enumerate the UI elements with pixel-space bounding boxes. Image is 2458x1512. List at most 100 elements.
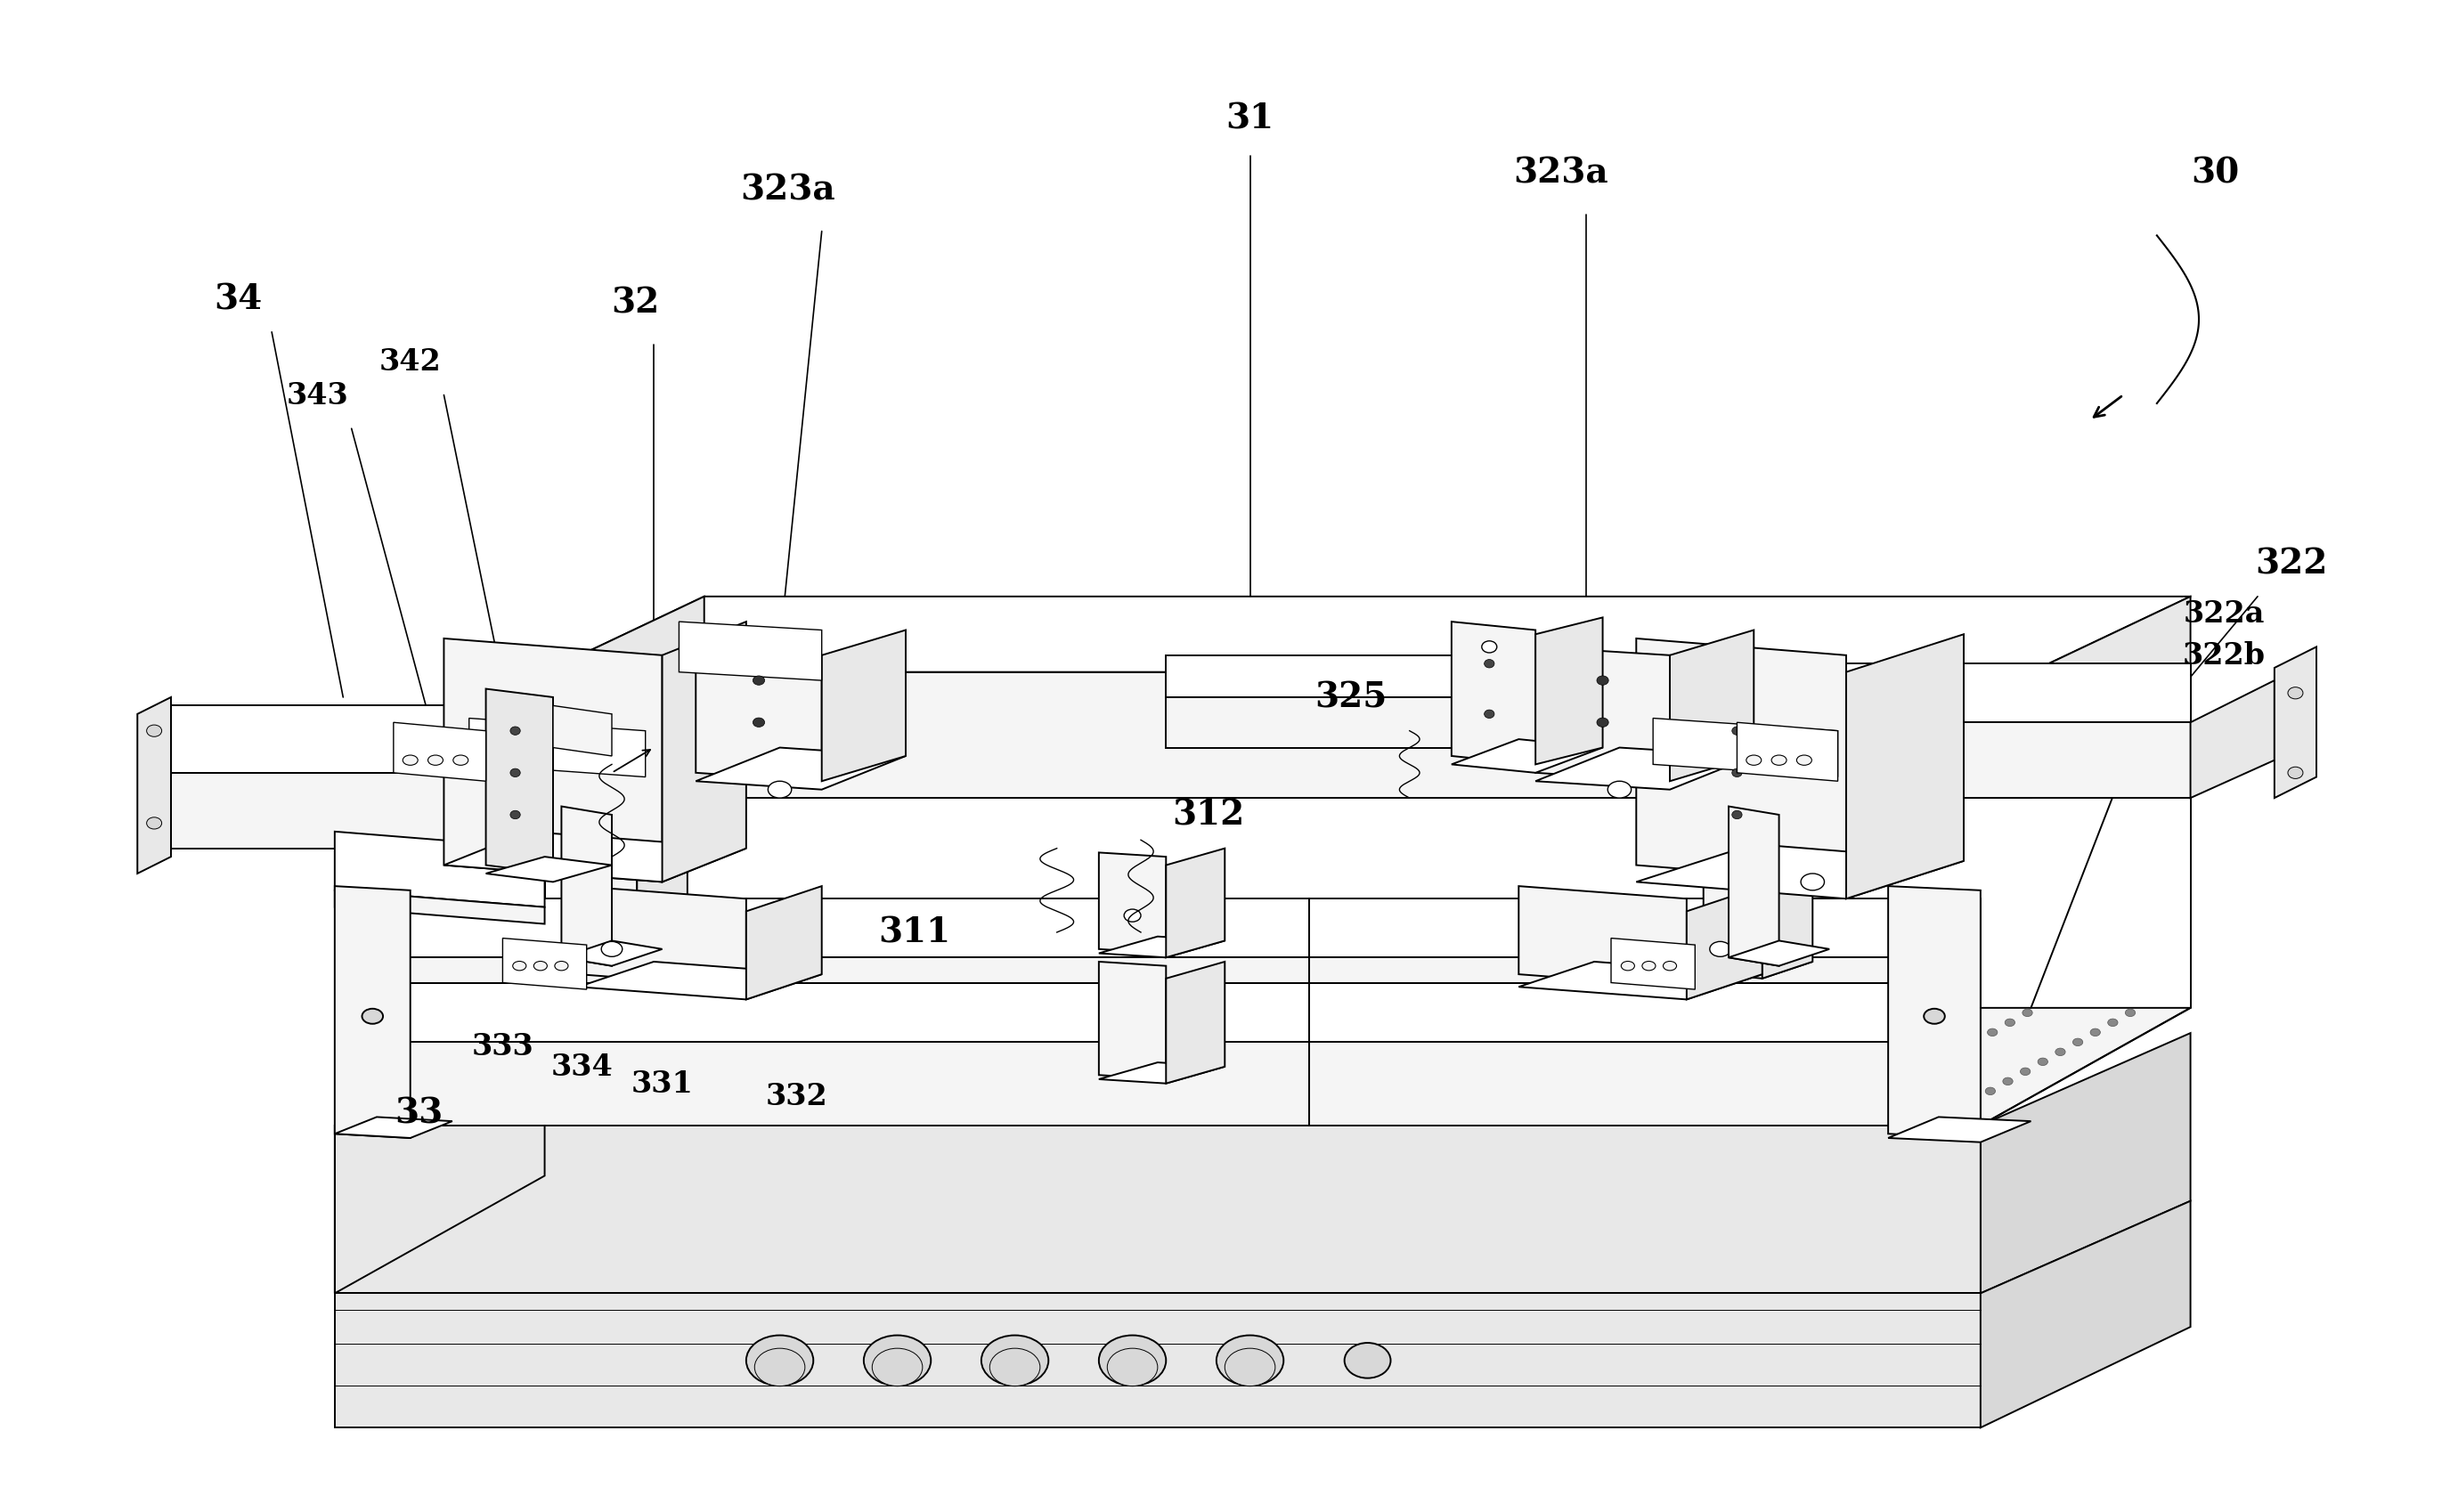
- Ellipse shape: [1733, 770, 1743, 777]
- Polygon shape: [1165, 848, 1224, 957]
- Text: 31: 31: [1227, 101, 1273, 136]
- Ellipse shape: [1814, 1067, 1824, 1075]
- Ellipse shape: [991, 1067, 1003, 1075]
- Ellipse shape: [801, 1117, 811, 1125]
- Ellipse shape: [873, 1349, 922, 1387]
- Ellipse shape: [1094, 1067, 1104, 1075]
- Ellipse shape: [2023, 1010, 2033, 1016]
- Ellipse shape: [1406, 1010, 1416, 1016]
- Polygon shape: [172, 706, 546, 773]
- Ellipse shape: [1627, 1058, 1637, 1066]
- Polygon shape: [1536, 647, 1669, 782]
- Polygon shape: [747, 886, 821, 999]
- Polygon shape: [172, 773, 546, 848]
- Ellipse shape: [1099, 1335, 1165, 1385]
- Ellipse shape: [442, 1087, 452, 1095]
- Ellipse shape: [1598, 676, 1608, 685]
- Polygon shape: [334, 1125, 1981, 1293]
- Ellipse shape: [2126, 1010, 2136, 1016]
- Ellipse shape: [1900, 1078, 1910, 1086]
- Ellipse shape: [683, 1067, 693, 1075]
- Ellipse shape: [1696, 1019, 1706, 1027]
- Ellipse shape: [614, 1048, 624, 1055]
- Ellipse shape: [1027, 1048, 1037, 1055]
- Ellipse shape: [1765, 1039, 1775, 1046]
- Polygon shape: [546, 597, 703, 798]
- Ellipse shape: [428, 756, 442, 765]
- Polygon shape: [1308, 983, 1981, 1042]
- Polygon shape: [1308, 900, 1981, 957]
- Polygon shape: [1308, 957, 1981, 983]
- Ellipse shape: [1148, 1039, 1158, 1046]
- Ellipse shape: [1610, 1067, 1620, 1075]
- Ellipse shape: [1610, 1010, 1620, 1016]
- Ellipse shape: [2109, 1019, 2119, 1027]
- Ellipse shape: [511, 1048, 524, 1055]
- Text: 332: 332: [764, 1081, 828, 1111]
- Ellipse shape: [1622, 962, 1635, 971]
- Ellipse shape: [959, 1028, 968, 1036]
- Ellipse shape: [1453, 1098, 1463, 1105]
- Text: 333: 333: [472, 1031, 533, 1060]
- Ellipse shape: [905, 1117, 914, 1125]
- Ellipse shape: [147, 818, 162, 830]
- Ellipse shape: [1762, 1098, 1772, 1105]
- Ellipse shape: [556, 962, 568, 971]
- Ellipse shape: [494, 1058, 504, 1066]
- Ellipse shape: [1435, 1107, 1445, 1114]
- Ellipse shape: [1694, 1078, 1703, 1086]
- Ellipse shape: [1598, 718, 1608, 727]
- Polygon shape: [1728, 807, 1780, 966]
- Polygon shape: [1610, 939, 1696, 990]
- Ellipse shape: [1165, 1028, 1175, 1036]
- Ellipse shape: [752, 676, 764, 685]
- Polygon shape: [1453, 621, 1536, 765]
- Ellipse shape: [836, 1098, 846, 1105]
- Ellipse shape: [873, 1019, 882, 1027]
- Ellipse shape: [1934, 1058, 1944, 1066]
- Ellipse shape: [1386, 1078, 1396, 1086]
- Text: 325: 325: [1315, 680, 1386, 715]
- Ellipse shape: [511, 810, 521, 820]
- Ellipse shape: [1111, 1117, 1121, 1125]
- Ellipse shape: [1123, 910, 1141, 922]
- Ellipse shape: [890, 1067, 900, 1075]
- Ellipse shape: [1539, 1107, 1549, 1114]
- Polygon shape: [334, 1117, 452, 1139]
- Ellipse shape: [1848, 1048, 1861, 1055]
- Ellipse shape: [1522, 1117, 1531, 1125]
- Polygon shape: [1981, 1201, 2190, 1427]
- Text: 343: 343: [288, 381, 349, 410]
- Ellipse shape: [1772, 756, 1787, 765]
- Polygon shape: [501, 939, 587, 990]
- Polygon shape: [334, 983, 1308, 1042]
- Polygon shape: [1165, 656, 1536, 697]
- Polygon shape: [1846, 635, 1964, 900]
- Ellipse shape: [1782, 1028, 1792, 1036]
- Text: 323a: 323a: [1514, 156, 1608, 191]
- Ellipse shape: [514, 962, 526, 971]
- Ellipse shape: [1025, 1107, 1035, 1114]
- Text: 322: 322: [2254, 546, 2328, 581]
- Ellipse shape: [511, 1107, 521, 1114]
- Polygon shape: [334, 900, 1308, 957]
- Ellipse shape: [1042, 1098, 1052, 1105]
- Polygon shape: [578, 962, 821, 999]
- Ellipse shape: [1780, 1087, 1789, 1095]
- Ellipse shape: [1662, 1039, 1671, 1046]
- Ellipse shape: [1799, 1019, 1809, 1027]
- Ellipse shape: [1902, 1019, 1912, 1027]
- Ellipse shape: [1352, 1039, 1362, 1046]
- Ellipse shape: [890, 1010, 902, 1016]
- Ellipse shape: [1369, 1028, 1381, 1036]
- Polygon shape: [1536, 618, 1603, 765]
- Ellipse shape: [632, 1098, 642, 1105]
- Polygon shape: [334, 1042, 1308, 1125]
- Polygon shape: [1637, 845, 1964, 900]
- Polygon shape: [1519, 886, 1686, 987]
- Ellipse shape: [2288, 767, 2303, 779]
- Ellipse shape: [976, 1019, 986, 1027]
- Ellipse shape: [752, 718, 764, 727]
- Ellipse shape: [922, 1107, 932, 1114]
- Polygon shape: [1308, 1042, 1981, 1125]
